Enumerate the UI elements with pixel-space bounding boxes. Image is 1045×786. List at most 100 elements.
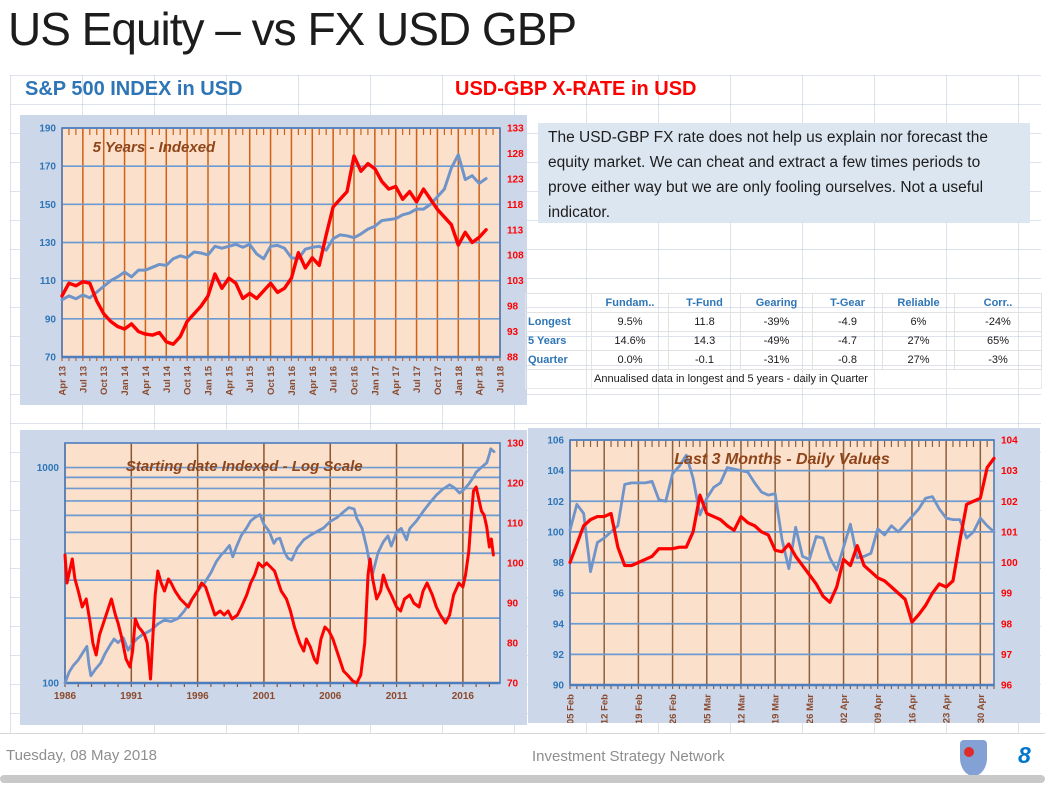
svg-text:98: 98	[1001, 619, 1013, 630]
svg-text:104: 104	[1001, 436, 1018, 447]
svg-text:Oct 16: Oct 16	[350, 366, 361, 395]
table-note-row: Annualised data in longest and 5 years -…	[525, 369, 1042, 389]
worksheet-area: S&P 500 INDEX in USD USD-GBP X-RATE in U…	[10, 75, 1042, 733]
svg-text:26 Feb: 26 Feb	[668, 694, 679, 723]
table-header-cell: T-Fund	[668, 293, 741, 313]
five-years-indexed-svg: 190 170 150 130 110 90 70 133 128 123 118 113 108 103…	[39, 124, 524, 396]
svg-text:92: 92	[553, 650, 565, 661]
svg-text:90: 90	[507, 599, 519, 610]
series-sp500	[568, 453, 996, 574]
svg-text:Oct 17: Oct 17	[433, 366, 444, 395]
svg-text:150: 150	[39, 200, 56, 211]
svg-text:2011: 2011	[386, 691, 408, 702]
svg-text:Apr 15: Apr 15	[224, 365, 235, 395]
table-header-cell: Gearing	[740, 293, 813, 313]
footer-date: Tuesday, 08 May 2018	[6, 747, 157, 764]
series-usd-gbp-xrate	[568, 456, 996, 624]
last-3-months-daily-values-svg: 106 104 102 100 98 96 94 92 90 104 103 102 101 100 99 9…	[547, 436, 1018, 725]
svg-text:Jul 17: Jul 17	[412, 366, 423, 393]
table-cell: 11.8	[668, 312, 741, 332]
footer-divider	[0, 733, 1045, 734]
table-row-label: Longest	[525, 312, 592, 332]
table-cell: 14.3	[668, 331, 741, 351]
svg-text:110: 110	[40, 276, 57, 287]
svg-text:Apr 18: Apr 18	[475, 366, 486, 396]
svg-text:88: 88	[507, 353, 519, 364]
table-cell: -24%	[954, 312, 1042, 332]
svg-text:1986: 1986	[54, 691, 77, 702]
svg-text:103: 103	[1001, 466, 1018, 477]
svg-text:2001: 2001	[253, 691, 276, 702]
svg-text:118: 118	[507, 200, 524, 211]
svg-text:Jan 16: Jan 16	[287, 366, 298, 396]
chart-starting-date-indexed: 1000 100 130 120 110 100 90 80 70 1986 1991 1996 200…	[20, 430, 527, 725]
svg-text:120: 120	[507, 479, 524, 490]
right-series-header: USD-GBP X-RATE in USD	[455, 78, 697, 100]
svg-text:190: 190	[39, 124, 56, 135]
commentary-box: The USD-GBP FX rate does not help us exp…	[538, 123, 1030, 223]
table-cell: -31%	[740, 350, 813, 370]
table-cell: 27%	[882, 350, 955, 370]
table-cell: -0.8	[812, 350, 883, 370]
table-header-cell: Fundam..	[591, 293, 669, 313]
svg-text:16 Apr: 16 Apr	[907, 694, 918, 723]
table-cell: -3%	[954, 350, 1042, 370]
svg-text:30 Apr: 30 Apr	[976, 694, 987, 723]
chart-title: Starting date Indexed - Log Scale	[126, 458, 363, 475]
svg-text:Jan 17: Jan 17	[370, 366, 381, 396]
svg-text:Apr 17: Apr 17	[391, 366, 402, 396]
svg-text:Oct 15: Oct 15	[266, 365, 277, 395]
svg-text:102: 102	[547, 497, 564, 508]
svg-text:Apr 13: Apr 13	[58, 366, 69, 396]
stats-table: Fundam.. T-Fund Gearing T-Gear Reliable Corr.…	[525, 293, 1042, 389]
svg-text:106: 106	[547, 436, 564, 447]
chart-title: 5 Years - Indexed	[93, 139, 216, 156]
svg-text:2016: 2016	[452, 691, 475, 702]
svg-text:Jul 14: Jul 14	[162, 365, 173, 393]
svg-text:104: 104	[547, 466, 564, 477]
footer-company: Investment Strategy Network	[532, 748, 725, 765]
svg-text:97: 97	[1001, 650, 1013, 661]
svg-text:Jan 14: Jan 14	[120, 365, 131, 395]
svg-text:80: 80	[507, 639, 519, 650]
svg-text:05 Mar: 05 Mar	[702, 694, 713, 723]
svg-text:94: 94	[553, 619, 565, 630]
table-row-label: 5 Years	[525, 331, 592, 351]
chart-last-3-months: 106 104 102 100 98 96 94 92 90 104 103 102 101 100 99 9…	[528, 428, 1040, 725]
svg-text:133: 133	[507, 124, 524, 135]
svg-text:100: 100	[1001, 558, 1018, 569]
table-cell: 6%	[882, 312, 955, 332]
svg-text:98: 98	[507, 302, 519, 313]
svg-text:12 Feb: 12 Feb	[600, 694, 611, 723]
svg-text:Apr 16: Apr 16	[308, 366, 319, 396]
svg-text:128: 128	[507, 149, 524, 160]
svg-text:1991: 1991	[120, 691, 143, 702]
table-header-cell: Corr..	[954, 293, 1042, 313]
svg-text:1000: 1000	[37, 463, 60, 474]
left-series-header: S&P 500 INDEX in USD	[25, 78, 243, 100]
svg-text:70: 70	[507, 679, 519, 690]
svg-text:100: 100	[42, 679, 59, 690]
svg-text:Oct 13: Oct 13	[99, 366, 110, 395]
table-row: 5 Years 14.6% 14.3 -49% -4.7 27% 65%	[525, 331, 1042, 351]
chart-five-years-indexed: 190 170 150 130 110 90 70 133 128 123 118 113 108 103…	[20, 115, 527, 405]
svg-text:26 Mar: 26 Mar	[805, 694, 816, 723]
table-cell: -49%	[740, 331, 813, 351]
svg-text:100: 100	[547, 527, 564, 538]
svg-text:170: 170	[39, 162, 56, 173]
svg-text:102: 102	[1001, 497, 1018, 508]
svg-text:110: 110	[507, 519, 524, 530]
svg-text:05 Feb: 05 Feb	[566, 694, 577, 723]
table-note: Annualised data in longest and 5 years -…	[591, 369, 1042, 389]
svg-text:123: 123	[507, 174, 524, 185]
svg-text:Jul 15: Jul 15	[245, 365, 256, 393]
svg-text:90: 90	[553, 681, 565, 692]
table-row: Longest 9.5% 11.8 -39% -4.9 6% -24%	[525, 312, 1042, 332]
svg-text:12 Mar: 12 Mar	[736, 694, 747, 723]
svg-text:90: 90	[45, 314, 57, 325]
table-header-cell: Reliable	[882, 293, 955, 313]
table-cell: 14.6%	[591, 331, 669, 351]
table-cell: 9.5%	[591, 312, 669, 332]
logo-ring-icon	[964, 747, 974, 757]
